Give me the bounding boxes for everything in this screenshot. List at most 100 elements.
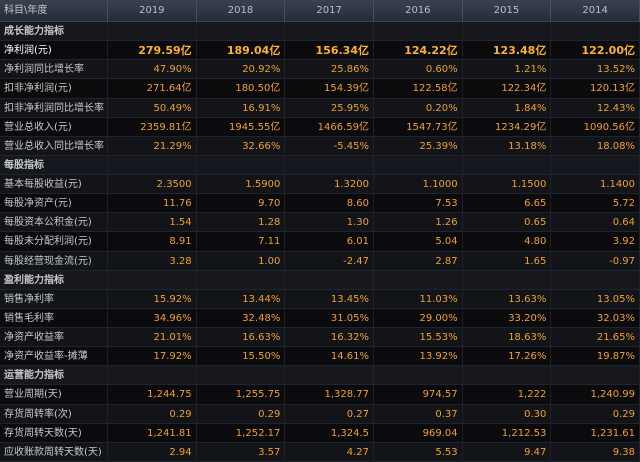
row-label: 每股未分配利润(元) [0,232,108,251]
section-title: 盈利能力指标 [0,270,108,289]
data-row: 每股资本公积金(元) 1.54 1.28 1.30 1.26 0.65 0.64 [0,213,640,233]
value-cell: 16.63% [197,328,286,347]
value-cell: 180.50亿 [197,79,286,98]
header-cell: 2015 [463,0,552,21]
empty-cell [463,22,552,41]
value-cell: 25.39% [374,136,463,155]
value-cell: 11.76 [108,194,197,213]
value-cell: 13.63% [463,289,552,308]
value-cell: 15.50% [197,347,286,366]
value-cell: 1.1400 [551,175,640,194]
empty-cell [285,22,374,41]
value-cell: 16.91% [197,98,286,117]
empty-cell [551,366,640,385]
value-cell: 0.30 [463,404,552,423]
empty-cell [374,270,463,289]
header-cell: 2018 [197,0,286,21]
row-label: 营业总收入同比增长率 [0,136,108,155]
value-cell: 12.43% [551,98,640,117]
value-cell: 32.48% [197,308,286,327]
value-cell: 0.64 [551,213,640,232]
value-cell: 0.60% [374,60,463,79]
value-cell: 0.20% [374,98,463,117]
data-row: 存货周转天数(天) 1,241.81 1,252.17 1,324.5 969.04 1,… [0,423,640,443]
value-cell: 6.01 [285,232,374,251]
data-row: 净资产收益率-摊薄 17.92% 15.50% 14.61% 13.92% 17.26% 1… [0,347,640,367]
row-label: 每股净资产(元) [0,194,108,213]
value-cell: 14.61% [285,347,374,366]
value-cell: 17.92% [108,347,197,366]
data-row: 净利润(元) 279.59亿 189.04亿 156.34亿 124.22亿 123.48… [0,41,640,61]
row-label: 应收账款周转天数(天) [0,442,108,461]
empty-cell [197,270,286,289]
value-cell: 21.65% [551,328,640,347]
value-cell: 120.13亿 [551,79,640,98]
row-label: 存货周转天数(天) [0,423,108,442]
value-cell: 33.20% [463,308,552,327]
header-cell: 2019 [108,0,197,21]
value-cell: 16.32% [285,328,374,347]
data-row: 应收账款周转天数(天) 2.94 3.57 4.27 5.53 9.47 9.38 [0,442,640,462]
value-cell: 5.72 [551,194,640,213]
value-cell: 50.49% [108,98,197,117]
value-cell: 1.54 [108,213,197,232]
value-cell: 1,222 [463,385,552,404]
value-cell: 1.3200 [285,175,374,194]
value-cell: 9.38 [551,442,640,461]
value-cell: 31.05% [285,308,374,327]
row-label: 净利润(元) [0,41,108,60]
row-label: 存货周转率(次) [0,404,108,423]
value-cell: 123.48亿 [463,41,552,60]
row-label: 净资产收益率-摊薄 [0,347,108,366]
value-cell: 25.95% [285,98,374,117]
value-cell: 21.29% [108,136,197,155]
value-cell: 18.63% [463,328,552,347]
section-title: 运营能力指标 [0,366,108,385]
value-cell: 8.60 [285,194,374,213]
data-row: 基本每股收益(元) 2.3500 1.5900 1.3200 1.1000 1.1500 1… [0,175,640,195]
value-cell: 1547.73亿 [374,117,463,136]
header-cell: 科目\年度 [0,0,108,21]
value-cell: 1.1500 [463,175,552,194]
value-cell: 1,241.81 [108,423,197,442]
empty-cell [463,366,552,385]
value-cell: 18.08% [551,136,640,155]
value-cell: 29.00% [374,308,463,327]
section-title: 每股指标 [0,155,108,174]
value-cell: 2.87 [374,251,463,270]
empty-cell [463,155,552,174]
value-cell: 1945.55亿 [197,117,286,136]
value-cell: 0.29 [108,404,197,423]
value-cell: 279.59亿 [108,41,197,60]
value-cell: 154.39亿 [285,79,374,98]
value-cell: 32.03% [551,308,640,327]
section-row: 成长能力指标 [0,22,640,42]
value-cell: 9.47 [463,442,552,461]
data-row: 营业总收入(元) 2359.81亿 1945.55亿 1466.59亿 1547.73亿… [0,117,640,137]
row-label: 销售净利率 [0,289,108,308]
value-cell: 0.65 [463,213,552,232]
value-cell: 13.44% [197,289,286,308]
value-cell: 1.1000 [374,175,463,194]
value-cell: -5.45% [285,136,374,155]
value-cell: 13.52% [551,60,640,79]
value-cell: 969.04 [374,423,463,442]
value-cell: -2.47 [285,251,374,270]
data-row: 营业总收入同比增长率 21.29% 32.66% -5.45% 25.39% 13.18%… [0,136,640,156]
data-row: 扣非净利润同比增长率 50.49% 16.91% 25.95% 0.20% 1.84% 12… [0,98,640,118]
value-cell: 122.58亿 [374,79,463,98]
data-row: 营业周期(天) 1,244.75 1,255.75 1,328.77 974.57 1,2… [0,385,640,405]
value-cell: 156.34亿 [285,41,374,60]
empty-cell [551,270,640,289]
row-label: 基本每股收益(元) [0,175,108,194]
value-cell: 13.92% [374,347,463,366]
empty-cell [108,366,197,385]
value-cell: 0.27 [285,404,374,423]
value-cell: 15.92% [108,289,197,308]
row-label: 每股经营现金流(元) [0,251,108,270]
value-cell: 0.29 [197,404,286,423]
value-cell: 11.03% [374,289,463,308]
value-cell: 32.66% [197,136,286,155]
row-label: 销售毛利率 [0,308,108,327]
value-cell: 20.92% [197,60,286,79]
